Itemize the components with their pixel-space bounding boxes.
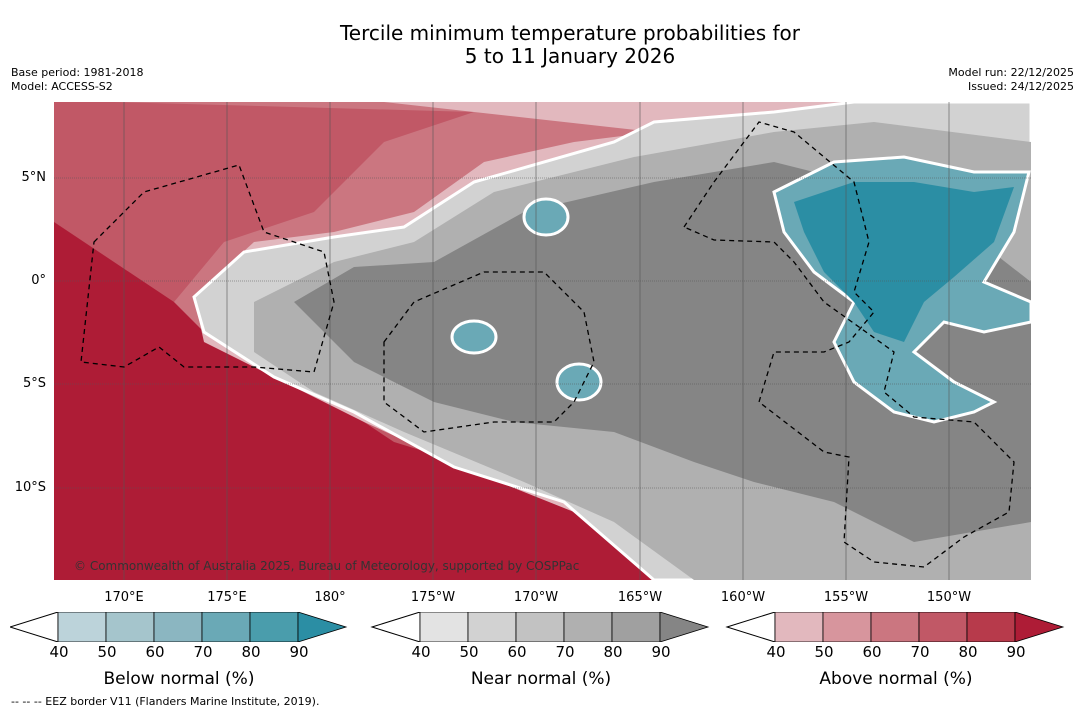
- below-normal-patch-2: [450, 319, 498, 355]
- map-title: Tercile minimum temperature probabilitie…: [0, 22, 1085, 68]
- tick-above-70: 70: [910, 643, 930, 661]
- tick-below-90: 90: [289, 643, 309, 661]
- colorbar-above-seg-2: [822, 612, 872, 642]
- tick-above-50: 50: [814, 643, 834, 661]
- lat-label-10s: 10°S: [14, 480, 46, 495]
- tick-below-80: 80: [241, 643, 261, 661]
- colorbar-above-seg-1: [774, 612, 824, 642]
- lon-label-155w: 155°W: [823, 590, 869, 605]
- tick-below-50: 50: [97, 643, 117, 661]
- lon-label-175e: 175°E: [207, 590, 247, 605]
- tick-near-80: 80: [603, 643, 623, 661]
- copyright-notice: © Commonwealth of Australia 2025, Bureau…: [74, 559, 580, 573]
- colorbar-above-seg-5: [966, 612, 1016, 642]
- lon-label-165w: 165°W: [617, 590, 663, 605]
- map-canvas: [54, 102, 1031, 580]
- eez-footnote: -- -- -- EEZ border V11 (Flanders Marine…: [11, 695, 320, 708]
- lat-label-0: 0°: [31, 273, 46, 288]
- tick-above-80: 80: [958, 643, 978, 661]
- lon-label-175w: 175°W: [410, 590, 456, 605]
- tick-above-60: 60: [862, 643, 882, 661]
- colorbar-near: [370, 612, 710, 642]
- colorbar-below-seg-4: [201, 612, 251, 642]
- tick-near-90: 90: [651, 643, 671, 661]
- tick-near-50: 50: [459, 643, 479, 661]
- lat-label-5s: 5°S: [22, 376, 46, 391]
- colorbar-below-seg-2: [105, 612, 155, 642]
- colorbar-near-label: Near normal (%): [470, 669, 612, 689]
- colorbar-near-seg-4: [563, 612, 613, 642]
- tick-near-70: 70: [555, 643, 575, 661]
- below-normal-patch-1: [522, 197, 570, 237]
- lat-label-5n: 5°N: [21, 170, 47, 185]
- tick-near-60: 60: [507, 643, 527, 661]
- tick-below-70: 70: [193, 643, 213, 661]
- colorbar-below-seg-5: [249, 612, 299, 642]
- lon-label-170w: 170°W: [513, 590, 559, 605]
- colorbar-near-tip: [659, 612, 710, 642]
- tick-below-40: 40: [49, 643, 69, 661]
- tick-above-90: 90: [1006, 643, 1026, 661]
- tick-near-40: 40: [411, 643, 431, 661]
- colorbar-below-seg-3: [153, 612, 203, 642]
- lon-label-180: 180°: [314, 590, 346, 605]
- meta-left: Base period: 1981-2018 Model: ACCESS-S2: [11, 66, 143, 94]
- colorbar-near-seg-2: [467, 612, 517, 642]
- lon-label-150w: 150°W: [926, 590, 972, 605]
- probability-map: [54, 102, 1031, 580]
- below-normal-core: [794, 182, 1014, 342]
- colorbar-below-tip: [297, 612, 348, 642]
- colorbar-above-seg-4: [918, 612, 968, 642]
- colorbar-near-seg-3: [515, 612, 565, 642]
- below-normal-patch-3: [555, 362, 603, 402]
- eez-borders: [80, 121, 1015, 568]
- issued-date: Issued: 24/12/2025: [967, 80, 1074, 93]
- lon-label-160w: 160°W: [720, 590, 766, 605]
- colorbar-below-seg-1: [57, 612, 107, 642]
- tick-below-60: 60: [145, 643, 165, 661]
- meta-right: Model run: 22/12/2025 Issued: 24/12/2025: [948, 66, 1074, 94]
- lon-label-170e: 170°E: [104, 590, 144, 605]
- graticule: [54, 102, 1031, 580]
- colorbar-near-seg-5: [611, 612, 661, 642]
- colorbar-below: [10, 612, 348, 642]
- base-period: Base period: 1981-2018: [11, 66, 144, 79]
- colorbar-above: [725, 612, 1065, 642]
- title-line-1: Tercile minimum temperature probabilitie…: [339, 21, 801, 45]
- colorbar-below-label: Below normal (%): [103, 669, 255, 689]
- colorbar-near-seg-1: [419, 612, 469, 642]
- colorbar-above-seg-3: [870, 612, 920, 642]
- model-name: Model: ACCESS-S2: [11, 80, 113, 93]
- colorbars: [10, 612, 1065, 642]
- tick-above-40: 40: [766, 643, 786, 661]
- colorbar-above-tip: [1014, 612, 1065, 642]
- colorbar-above-label: Above normal (%): [819, 669, 973, 689]
- model-run: Model run: 22/12/2025: [948, 66, 1074, 79]
- title-line-2: 5 to 11 January 2026: [464, 44, 676, 68]
